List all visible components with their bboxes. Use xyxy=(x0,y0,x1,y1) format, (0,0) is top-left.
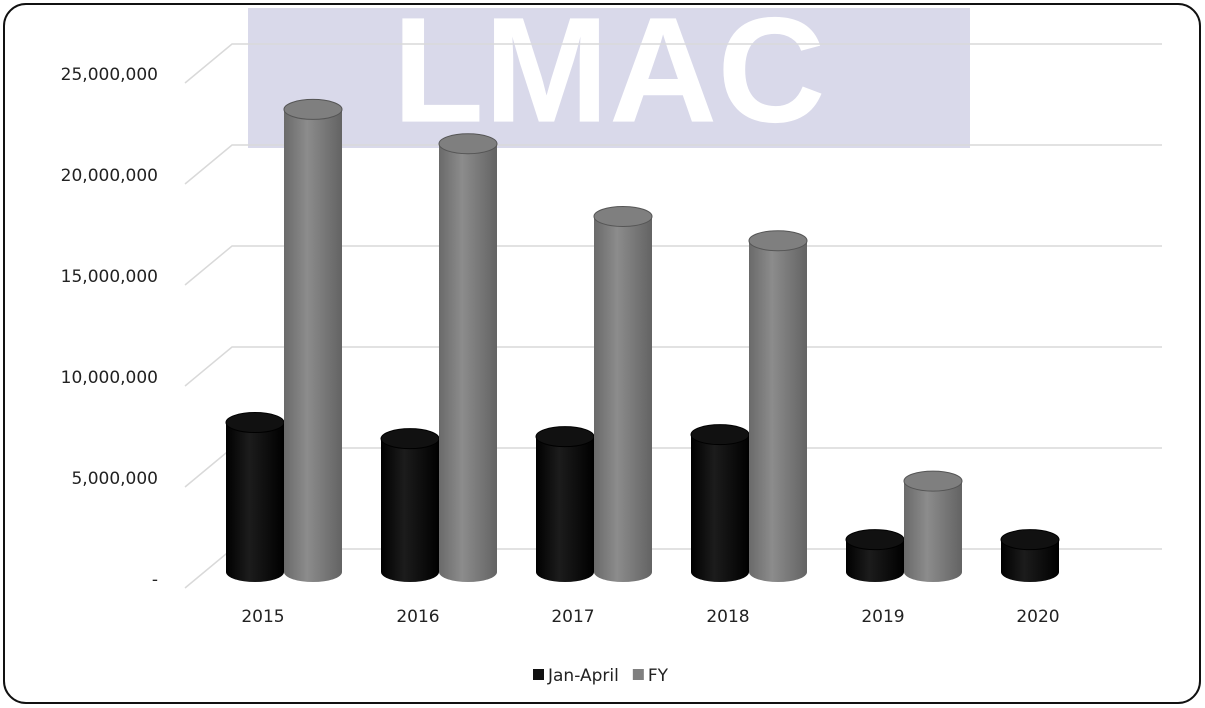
bar-body xyxy=(691,434,749,572)
bar-body xyxy=(536,436,594,572)
y-tick-label: 15,000,000 xyxy=(61,267,158,287)
legend-swatch xyxy=(632,669,644,680)
bar-top xyxy=(438,133,498,155)
y-tick-label: 25,000,000 xyxy=(61,65,158,85)
bar-base xyxy=(691,562,749,582)
bar-base xyxy=(439,562,497,582)
x-tick-label: 2015 xyxy=(241,607,284,627)
x-tick-label: 2017 xyxy=(551,607,594,627)
bar-top xyxy=(690,424,750,446)
bar-body xyxy=(226,422,284,572)
bar xyxy=(1000,529,1060,582)
bar xyxy=(593,205,653,582)
bar-top xyxy=(593,205,653,227)
legend-label: FY xyxy=(648,666,669,686)
legend-swatch xyxy=(533,669,544,680)
bar-top xyxy=(1000,529,1060,551)
bar-top xyxy=(903,470,963,492)
bar-body xyxy=(904,481,962,572)
grid-line xyxy=(184,43,1162,84)
watermark-box xyxy=(248,8,970,148)
bar-top xyxy=(225,412,285,434)
bar-base xyxy=(1001,562,1059,582)
bar xyxy=(438,133,498,582)
bar-body xyxy=(381,438,439,572)
bar xyxy=(283,98,343,582)
y-tick-label: 20,000,000 xyxy=(61,166,158,186)
bar-top xyxy=(845,529,905,551)
y-tick-label: - xyxy=(152,570,158,590)
x-tick-label: 2019 xyxy=(861,607,904,627)
bar xyxy=(748,230,808,582)
bar-base xyxy=(381,562,439,582)
bar xyxy=(225,412,285,582)
grid-line xyxy=(184,245,1162,286)
bar xyxy=(380,428,440,582)
bar-top xyxy=(535,426,595,448)
x-tick-label: 2016 xyxy=(396,607,439,627)
grid-line xyxy=(184,346,1162,387)
legend-label: Jan-April xyxy=(547,666,619,686)
bar-body xyxy=(749,240,807,572)
bar-body xyxy=(439,143,497,572)
bar-base xyxy=(226,562,284,582)
x-tick-label: 2020 xyxy=(1016,607,1059,627)
y-tick-label: 10,000,000 xyxy=(61,368,158,388)
grid-line xyxy=(184,144,1162,185)
bar-top xyxy=(380,428,440,450)
bar xyxy=(690,424,750,582)
bar-base xyxy=(904,562,962,582)
bar-top xyxy=(748,230,808,252)
bar-top xyxy=(283,98,343,120)
bar-base xyxy=(749,562,807,582)
y-tick-label: 5,000,000 xyxy=(71,469,158,489)
bar xyxy=(845,529,905,582)
bar-body xyxy=(284,109,342,573)
bar xyxy=(535,426,595,582)
watermark: LMAC xyxy=(392,0,825,154)
bar-base xyxy=(846,562,904,582)
bar-base xyxy=(594,562,652,582)
bar-base xyxy=(536,562,594,582)
bar xyxy=(903,470,963,582)
bar-body xyxy=(594,216,652,573)
bar-base xyxy=(284,562,342,582)
x-tick-label: 2018 xyxy=(706,607,749,627)
